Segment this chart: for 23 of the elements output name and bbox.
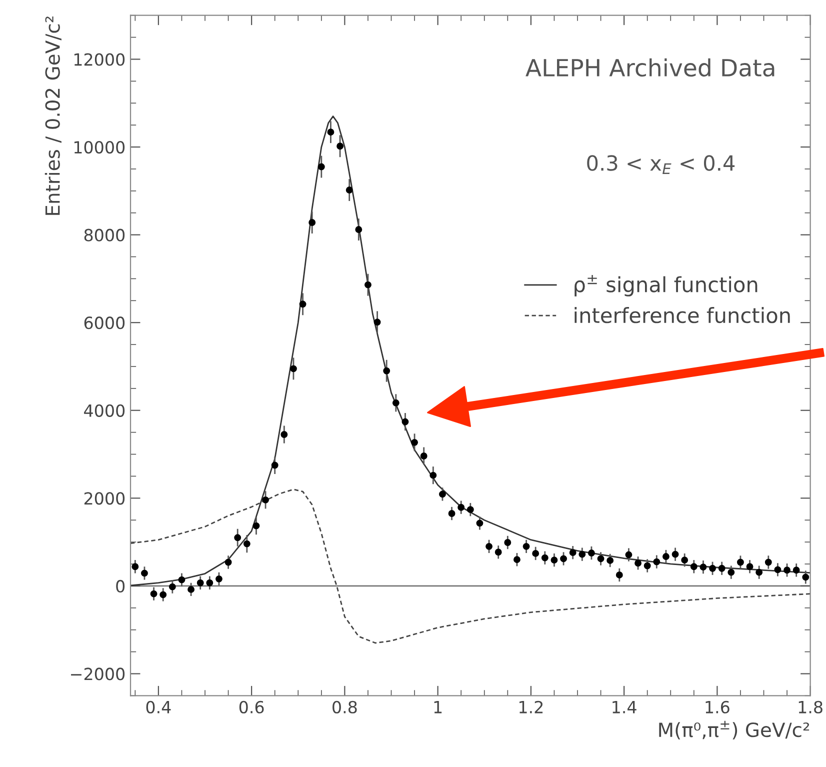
x-tick-label: 1.4 bbox=[612, 701, 636, 714]
y-tick-label: 12000 bbox=[74, 53, 125, 66]
y-axis-title: Entries / 0.02 GeV/c² bbox=[44, 16, 62, 215]
y-tick-label: 10000 bbox=[74, 140, 125, 154]
x-tick-label: 1 bbox=[434, 701, 442, 714]
x-tick-label: 0.6 bbox=[239, 700, 264, 714]
x-axis-title: M(π⁰,π$^{±}$) GeV/c² bbox=[659, 720, 810, 740]
y-tick-label: 4000 bbox=[84, 404, 125, 417]
x-tick-label: 0.8 bbox=[332, 700, 357, 714]
x-tick-label: 1.8 bbox=[798, 700, 822, 714]
x-tick-label: 1.6 bbox=[706, 700, 730, 714]
y-tick-label: 2000 bbox=[84, 492, 125, 505]
y-tick-label: 6000 bbox=[84, 316, 125, 330]
legend-label: interference function bbox=[574, 307, 790, 324]
annotation: ALEPH Archived Data bbox=[526, 58, 774, 77]
annotation: 0.3 < x$_{E}$ < 0.4 bbox=[587, 155, 735, 174]
legend-label: ρ$^{±}$ signal function bbox=[574, 274, 758, 296]
y-tick-label: 8000 bbox=[84, 228, 125, 242]
y-tick-label: 0 bbox=[116, 580, 125, 593]
x-tick-label: 1.2 bbox=[520, 700, 543, 714]
y-tick-label: −2000 bbox=[71, 668, 125, 680]
x-tick-label: 0.4 bbox=[146, 700, 171, 714]
line-series bbox=[130, 488, 810, 644]
